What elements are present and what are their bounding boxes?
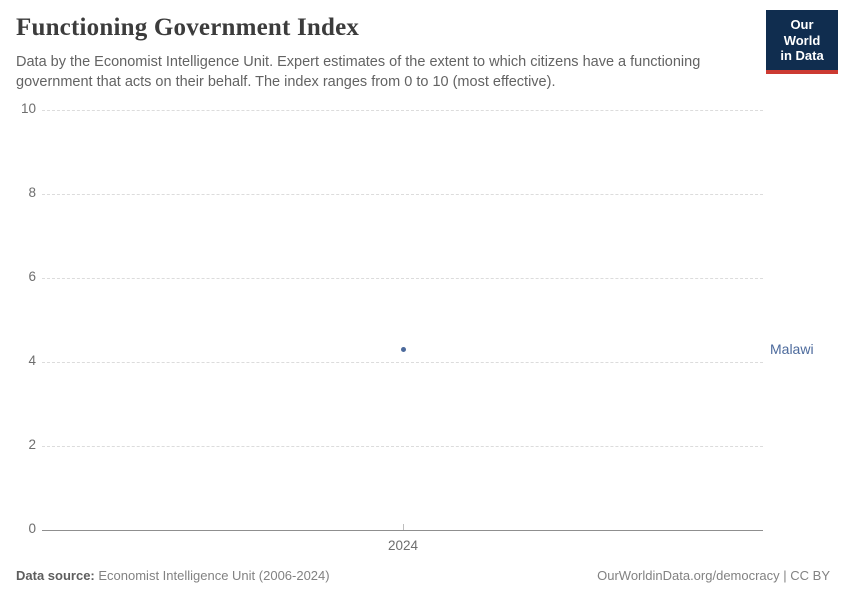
y-axis-tick-label: 10 (20, 101, 36, 116)
data-source-text: Economist Intelligence Unit (2006-2024) (94, 568, 330, 583)
gridline (42, 194, 763, 195)
gridline (42, 446, 763, 447)
x-axis-tick-label: 2024 (387, 538, 419, 553)
gridline (42, 110, 763, 111)
x-axis-tick (403, 524, 404, 530)
chart-subtitle: Data by the Economist Intelligence Unit.… (16, 54, 701, 90)
gridline (42, 362, 763, 363)
footer: Data source: Economist Intelligence Unit… (16, 568, 830, 583)
data-point-malawi[interactable] (400, 347, 406, 353)
x-axis-line (42, 530, 763, 531)
y-axis-tick-label: 4 (28, 353, 36, 368)
attribution-link[interactable]: OurWorldinData.org/democracy | CC BY (597, 568, 830, 583)
page-title: Functioning Government Index (16, 14, 360, 41)
owid-logo-line1: Our World (783, 17, 821, 48)
y-axis-tick-label: 2 (28, 437, 36, 452)
data-source: Data source: Economist Intelligence Unit… (16, 568, 330, 583)
owid-logo[interactable]: Our World in Data (766, 10, 838, 74)
gridline (42, 278, 763, 279)
y-axis-tick-label: 8 (28, 185, 36, 200)
y-axis-tick-label: 0 (28, 521, 36, 536)
entity-label-malawi[interactable]: Malawi (770, 340, 814, 357)
y-axis-tick-label: 6 (28, 269, 36, 284)
data-source-label: Data source: (16, 568, 95, 583)
owid-logo-line2: in Data (780, 48, 824, 64)
